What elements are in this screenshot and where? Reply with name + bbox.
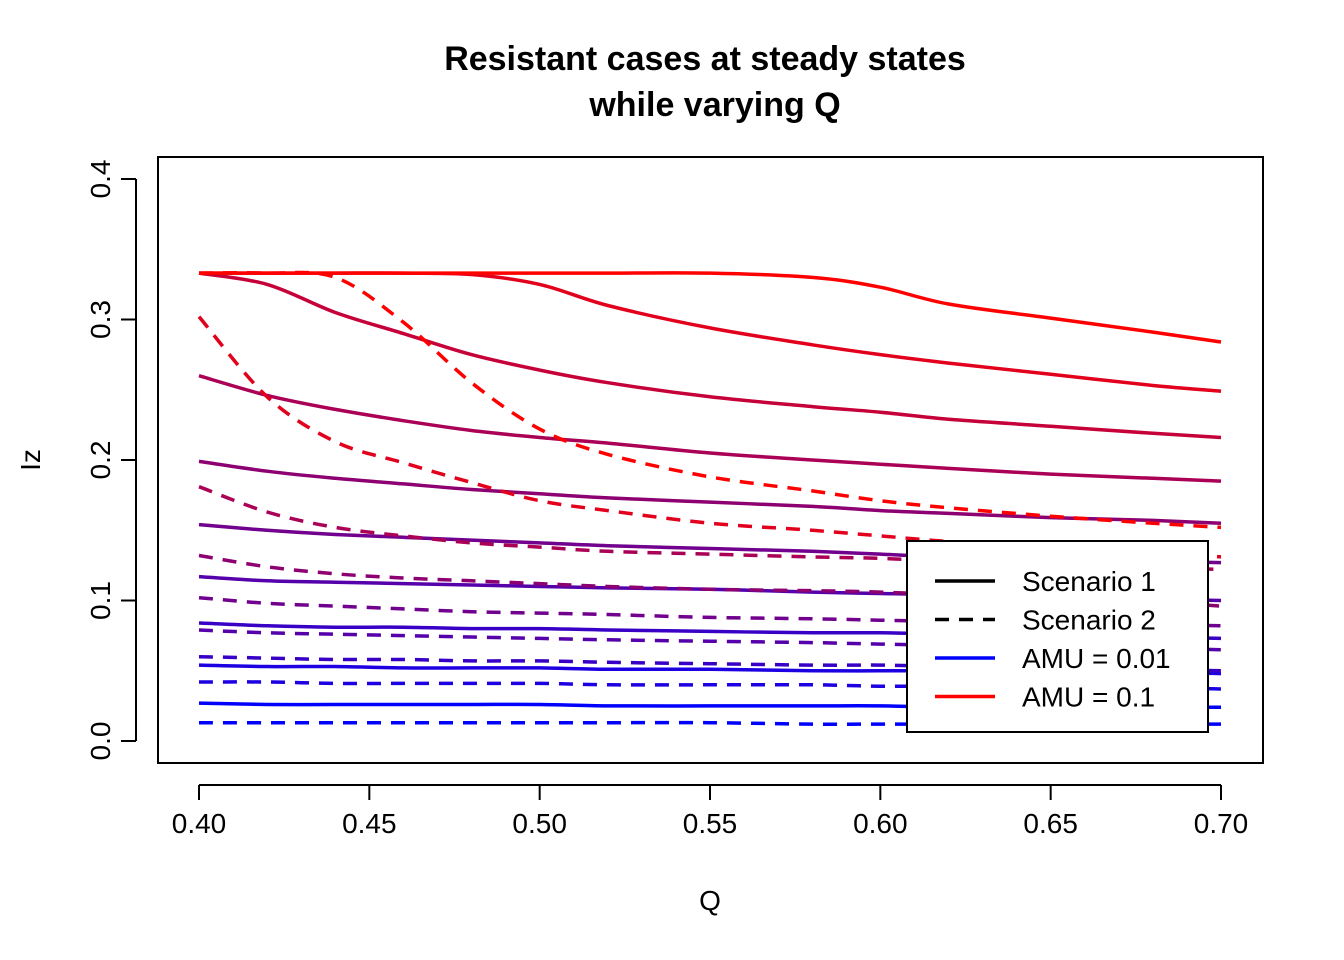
y-tick-label: 0.1: [85, 581, 116, 620]
legend: Scenario 1 Scenario 2 AMU = 0.01 AMU = 0.1: [906, 540, 1209, 733]
y-tick-label: 0.2: [85, 441, 116, 480]
chart-title: Resistant cases at steady states: [444, 40, 966, 78]
y-tick-label: 0.4: [85, 160, 116, 199]
plot-frame: [157, 156, 1264, 764]
x-tick-label: 0.70: [1194, 808, 1249, 839]
legend-label-3: AMU = 0.01: [1022, 643, 1171, 674]
scenario-1-line-10: [199, 271, 1222, 344]
chart-subtitle: while varying Q: [588, 86, 840, 124]
x-tick-label: 0.50: [512, 808, 567, 839]
y-axis: 0.0 0.1 0.2 0.3 0.4: [85, 160, 137, 761]
legend-label-2: Scenario 2: [1022, 605, 1156, 636]
scenario-1-line-7: [198, 374, 1222, 483]
x-axis: 0.40 0.45 0.50 0.55 0.60 0.65 0.70: [172, 784, 1249, 839]
scenario-1-line-6: [198, 459, 1222, 525]
x-tick-label: 0.65: [1023, 808, 1078, 839]
y-tick-label: 0.3: [85, 300, 116, 339]
legend-label-1: Scenario 1: [1022, 566, 1156, 597]
scenario-1-line-9: [199, 271, 1222, 393]
x-tick-label: 0.60: [853, 808, 908, 839]
legend-label-4: AMU = 0.1: [1022, 682, 1155, 713]
y-axis-label: Iz: [15, 449, 46, 471]
x-tick-label: 0.45: [342, 808, 397, 839]
x-tick-label: 0.55: [683, 808, 738, 839]
scenario-2-line-18: [197, 315, 1222, 559]
x-tick-label: 0.40: [172, 808, 227, 839]
scenario-1-line-8: [198, 271, 1222, 440]
legend-items: Scenario 1 Scenario 2 AMU = 0.01 AMU = 0.1: [935, 566, 1171, 713]
x-axis-label: Q: [699, 885, 721, 916]
scenario-2-line-19: [198, 270, 1222, 530]
legend-box: [906, 540, 1209, 733]
y-tick-label: 0.0: [85, 722, 116, 761]
